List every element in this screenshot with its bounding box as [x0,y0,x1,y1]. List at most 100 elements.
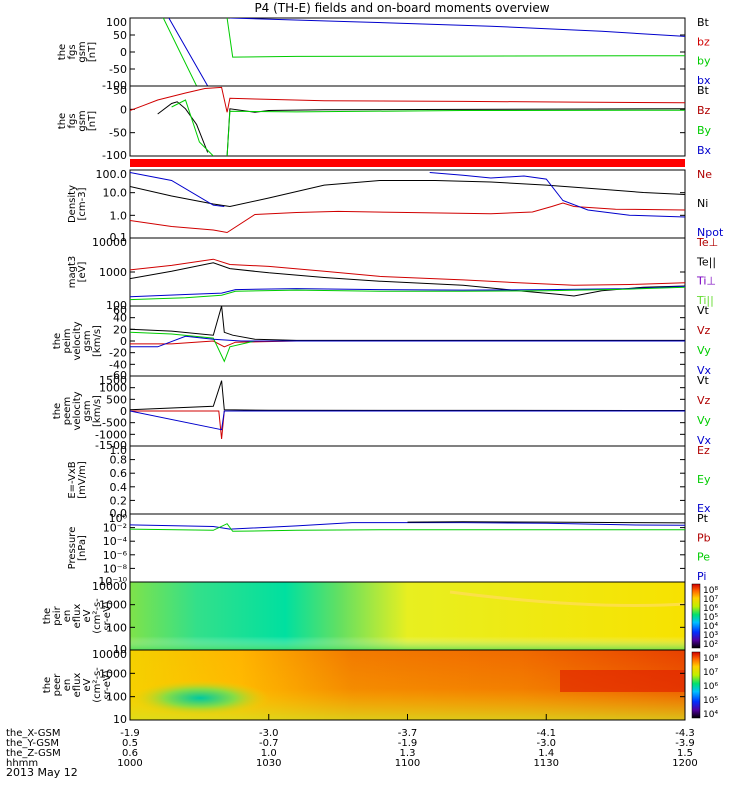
y-axis-label: the [52,403,63,419]
colorbar-tick: 10⁶ [703,682,718,692]
x-tick-label: 0.6 [122,748,138,759]
colorbar-tick: 10⁵ [703,613,718,623]
y-axis-label: [nT] [87,42,98,62]
x-axis-row-label: the_Y-GSM [6,738,59,749]
y-axis-label: [cm-3] [77,187,88,220]
y-tick-label: -20 [109,347,127,360]
legend-entry: Ey [697,473,711,486]
y-tick-label: 1500 [99,374,127,387]
quality-flag-bar [130,159,685,167]
y-axis-label: the [52,333,63,349]
y-axis-label: [eV] [77,262,88,283]
series-line-red [130,410,685,440]
y-tick-label: 1000 [99,382,127,395]
series-line-green [130,523,685,532]
x-tick-label: -3.0 [259,728,279,739]
y-axis-label: Pressure [67,527,78,570]
colorbar-ee [691,651,701,719]
y-tick-label: 10 [113,713,127,726]
series-line-black [130,262,685,297]
y-axis-label: fgs [67,113,78,128]
series-line-green [130,286,685,301]
y-tick-label: -1000 [95,428,127,441]
y-tick-label: -50 [109,127,127,140]
y-axis-label: the [57,113,68,129]
legend-entry: Vz [697,394,711,407]
y-tick-label: 10⁻⁶ [103,549,128,562]
y-axis-label: [km/s] [92,395,103,427]
x-axis-labels: the_X-GSM -1.9 -3.0 -3.7 -4.1 -4.3 the_Y-GSM 0.… [6,714,698,769]
y-axis-label: gsm [82,400,93,421]
legend-entry: Pb [697,531,711,544]
legend-entry: Pt [697,512,709,525]
panel-frame [129,17,686,87]
panel-frame [129,445,686,515]
panel-ee: 10⁸ 10⁷ 10⁶ 10⁵ 10⁴ 10000 1000 100 10 the peer en ef… [42,648,718,726]
x-axis-row-label: the_Z-GSM [6,748,61,759]
y-tick-label: 0 [120,46,127,59]
legend-entry: Vx [697,434,712,447]
legend-entry: Pi [697,570,706,583]
y-tick-label: 500 [106,393,127,406]
series-line-red [130,202,685,234]
y-axis-label: the [42,608,53,624]
y-axis-label: E=-VxB [67,461,78,498]
y-tick-label: 100.0 [96,168,128,181]
series-line-blue [130,335,685,348]
y-tick-label: 100 [106,299,127,312]
y-tick-label: -60 [109,369,127,382]
y-axis-label: [nPa] [77,535,88,561]
y-axis-label: gsm [82,330,93,351]
y-axis-label: sr-eV) [102,670,113,699]
x-tick-label: -3.7 [398,728,418,739]
legend-entry: Te|| [696,255,716,268]
colorbar-tick: 10⁴ [703,622,718,632]
y-tick-label: 1000 [99,667,127,680]
x-tick-label: 1.3 [400,748,416,759]
y-axis-label: [nT] [87,111,98,131]
x-tick-label: -1.9 [120,728,140,739]
y-axis-label: en [62,610,73,623]
y-tick-label: -100 [102,79,127,92]
y-tick-label: 10⁰ [109,512,128,525]
y-axis-label: eflux [72,673,83,698]
y-tick-label: -50 [109,63,127,76]
legend-entry: Ni [697,197,708,210]
series-line-green [130,331,685,363]
y-axis-label: peim [62,328,73,353]
colorbar-tick: 10⁸ [703,654,718,664]
legend-entry: Bx [697,144,712,157]
legend-entry: Vy [697,344,711,357]
y-tick-label: 1000 [99,266,127,279]
legend-entry: Ex [697,502,711,515]
series-line-green [162,18,685,86]
y-tick-label: 10⁻⁸ [103,562,128,575]
series-line-black [130,380,685,411]
y-tick-label: 100 [106,16,127,29]
date-label: 2013 May 12 [6,766,78,779]
y-axis-label: eV [82,678,93,691]
series-line-red [130,258,685,286]
y-axis-label: gsm [77,110,88,131]
y-tick-label: 0 [120,405,127,418]
colorbar-tick: 10⁸ [703,586,718,596]
x-tick-label: 1.0 [261,748,277,759]
y-tick-label: 50 [113,29,127,42]
y-tick-label: 0.0 [110,507,128,520]
y-tick-label: 10 [113,643,127,656]
legend-entry: Npot [697,226,724,239]
x-tick-label: 1130 [534,758,559,769]
y-tick-label: 10000 [92,580,127,593]
legend-entry: bz [697,35,710,48]
legend-entry: Ez [697,444,710,457]
x-tick-label: 1100 [395,758,420,769]
y-axis-label: magt3 [67,256,78,289]
y-tick-label: -1500 [95,439,127,452]
y-tick-label: 40 [113,312,127,325]
y-tick-label: -40 [109,358,127,371]
colorbar-tick: 10⁴ [703,710,718,720]
